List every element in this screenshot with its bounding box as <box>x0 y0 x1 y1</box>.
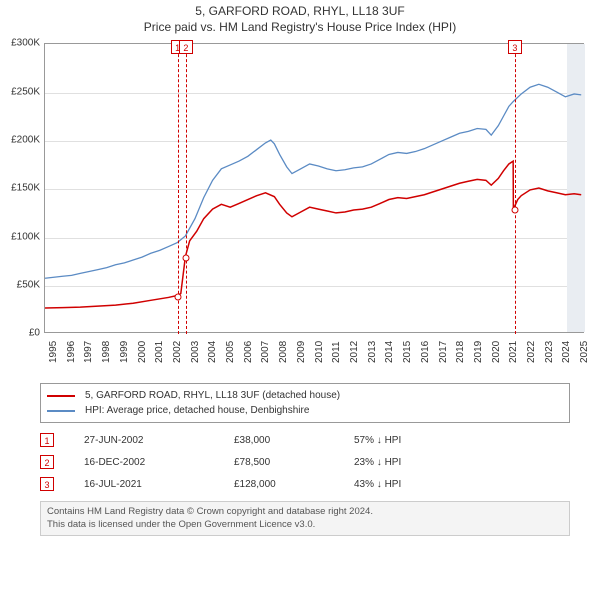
plot-area: 123 <box>44 43 584 333</box>
future-band <box>567 44 585 332</box>
sales-row-delta: 57% ↓ HPI <box>354 435 474 446</box>
x-axis-label: 1999 <box>119 341 130 363</box>
x-axis-label: 2014 <box>384 341 395 363</box>
sales-row: 3 16-JUL-2021£128,00043% ↓ HPI <box>40 473 570 495</box>
sales-row-delta: 43% ↓ HPI <box>354 479 474 490</box>
gridline <box>45 93 583 94</box>
footer-line2: This data is licensed under the Open Gov… <box>47 519 563 531</box>
x-axis-label: 2002 <box>172 341 183 363</box>
sales-row-idx: 1 <box>40 433 54 447</box>
x-axis-label: 2024 <box>561 341 572 363</box>
gridline <box>45 286 583 287</box>
x-axis-label: 1998 <box>101 341 112 363</box>
title-subtitle: Price paid vs. HM Land Registry's House … <box>0 20 600 36</box>
x-axis-label: 1996 <box>66 341 77 363</box>
x-axis-label: 2008 <box>278 341 289 363</box>
footer-line1: Contains HM Land Registry data © Crown c… <box>47 506 563 518</box>
gridline <box>45 238 583 239</box>
chart-svg <box>45 44 583 332</box>
legend-row-price-paid: 5, GARFORD ROAD, RHYL, LL18 3UF (detache… <box>47 388 563 403</box>
x-axis-label: 2025 <box>579 341 590 363</box>
sales-row-price: £38,000 <box>234 435 354 446</box>
legend-label-price-paid: 5, GARFORD ROAD, RHYL, LL18 3UF (detache… <box>85 388 340 403</box>
title-address: 5, GARFORD ROAD, RHYL, LL18 3UF <box>0 4 600 20</box>
sales-row: 2 16-DEC-2002£78,50023% ↓ HPI <box>40 451 570 473</box>
legend-swatch-blue <box>47 410 75 412</box>
x-axis-label: 2023 <box>544 341 555 363</box>
footer-attribution: Contains HM Land Registry data © Crown c… <box>40 501 570 536</box>
y-axis-label: £300K <box>11 38 40 49</box>
sale-marker-badge: 2 <box>179 40 193 54</box>
y-axis-label: £250K <box>11 86 40 97</box>
gridline <box>45 141 583 142</box>
x-axis-label: 2005 <box>225 341 236 363</box>
x-axis-label: 1995 <box>48 341 59 363</box>
sales-row-date: 27-JUN-2002 <box>84 435 234 446</box>
sales-row-date: 16-JUL-2021 <box>84 479 234 490</box>
sale-dot <box>182 255 189 262</box>
x-axis-label: 2003 <box>190 341 201 363</box>
x-axis-label: 2011 <box>331 342 342 364</box>
gridline <box>45 189 583 190</box>
y-axis-label: £200K <box>11 134 40 145</box>
sale-marker-line <box>178 44 179 334</box>
sale-marker-line <box>515 44 516 334</box>
sales-row-idx: 3 <box>40 477 54 491</box>
sale-marker-line <box>186 44 187 334</box>
sales-table: 1 27-JUN-2002£38,00057% ↓ HPI 2 16-DEC-2002… <box>40 429 570 495</box>
legend-swatch-red <box>47 395 75 397</box>
legend-label-hpi: HPI: Average price, detached house, Denb… <box>85 403 309 418</box>
y-axis-label: £100K <box>11 231 40 242</box>
x-axis-label: 2015 <box>402 341 413 363</box>
legend-row-hpi: HPI: Average price, detached house, Denb… <box>47 403 563 418</box>
y-axis-label: £50K <box>17 279 40 290</box>
x-axis-label: 2010 <box>314 341 325 363</box>
sales-row-delta: 23% ↓ HPI <box>354 457 474 468</box>
x-axis-label: 2017 <box>438 341 449 363</box>
sale-dot <box>174 294 181 301</box>
sales-row-price: £128,000 <box>234 479 354 490</box>
x-axis-label: 2006 <box>243 341 254 363</box>
sales-row: 1 27-JUN-2002£38,00057% ↓ HPI <box>40 429 570 451</box>
sales-row-price: £78,500 <box>234 457 354 468</box>
y-axis-label: £0 <box>29 328 40 339</box>
sale-marker-badge: 3 <box>508 40 522 54</box>
x-axis-label: 2016 <box>420 341 431 363</box>
x-axis-label: 1997 <box>83 341 94 363</box>
chart-container: 123 £0£50K£100K£150K£200K£250K£300K19951… <box>0 35 600 375</box>
x-axis-label: 2001 <box>154 341 165 363</box>
x-axis-label: 2004 <box>207 341 218 363</box>
chart-title-block: 5, GARFORD ROAD, RHYL, LL18 3UF Price pa… <box>0 0 600 35</box>
x-axis-label: 2018 <box>455 341 466 363</box>
x-axis-label: 2021 <box>508 341 519 363</box>
sales-row-idx: 2 <box>40 455 54 469</box>
y-axis-label: £150K <box>11 183 40 194</box>
sales-row-date: 16-DEC-2002 <box>84 457 234 468</box>
legend: 5, GARFORD ROAD, RHYL, LL18 3UF (detache… <box>40 383 570 423</box>
x-axis-label: 2009 <box>296 341 307 363</box>
x-axis-label: 2020 <box>491 341 502 363</box>
sale-dot <box>511 207 518 214</box>
x-axis-label: 2012 <box>349 341 360 363</box>
x-axis-label: 2019 <box>473 341 484 363</box>
x-axis-label: 2022 <box>526 341 537 363</box>
x-axis-label: 2007 <box>260 341 271 363</box>
x-axis-label: 2013 <box>367 341 378 363</box>
x-axis-label: 2000 <box>137 341 148 363</box>
